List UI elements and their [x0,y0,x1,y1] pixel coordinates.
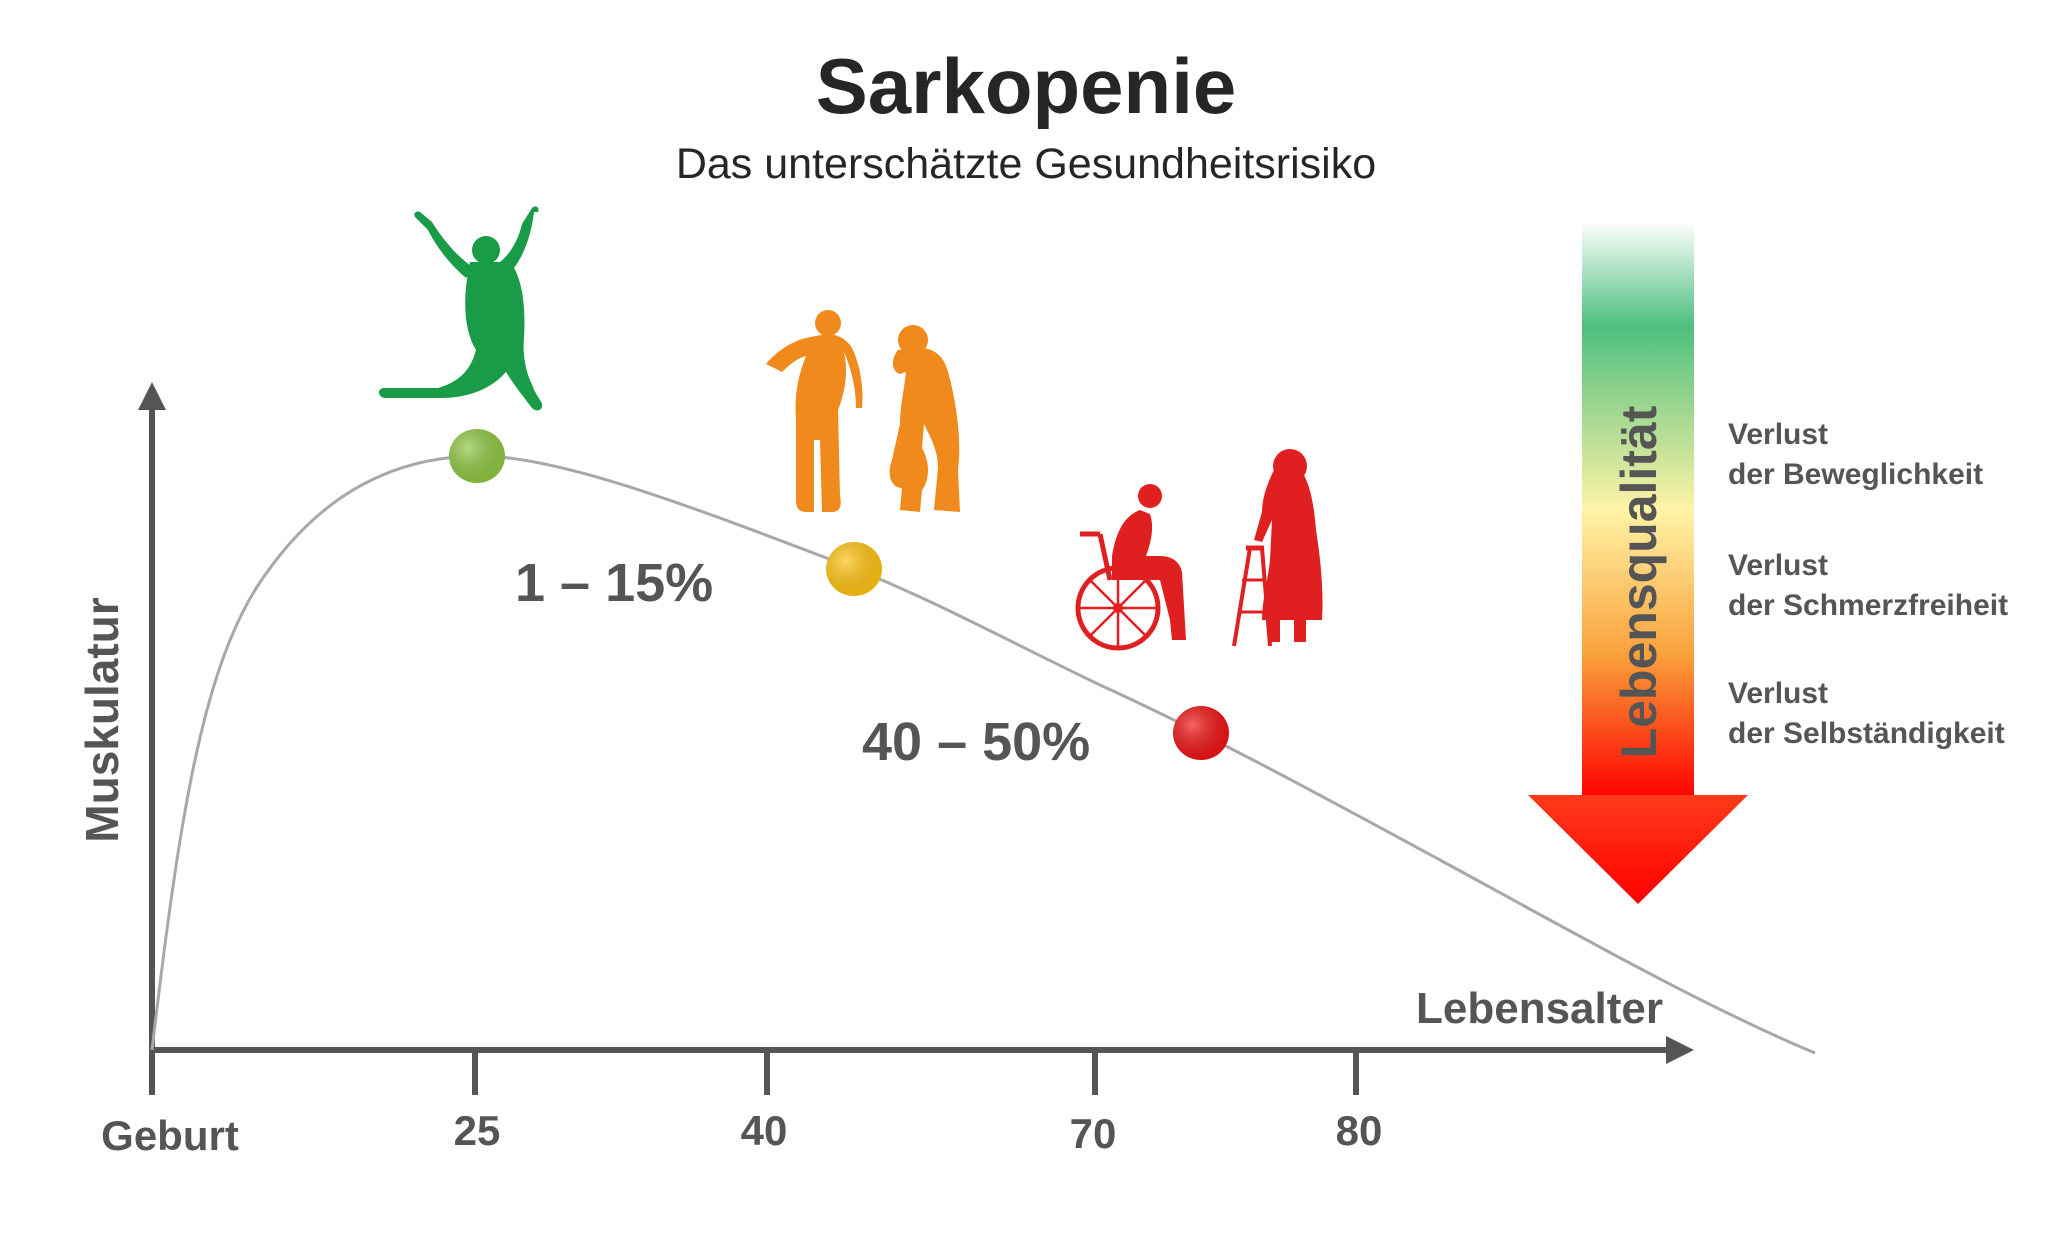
x-tick-label: 70 [1070,1110,1117,1157]
marker-peak [449,429,505,483]
loss-painfree-line2: der Schmerzfreiheit [1728,589,2008,622]
back-pain-person-icon [766,310,863,512]
x-tick-label: 25 [454,1107,501,1154]
x-tick-label: 80 [1336,1107,1383,1154]
marker-late [1173,706,1229,760]
quality-of-life-label: Lebensqualität [1611,405,1667,758]
chart-title: Sarkopenie [816,42,1237,130]
loss-independence-line1: Verlust [1728,677,1828,710]
chart-subtitle: Das unterschätzte Gesundheitsrisiko [676,140,1376,188]
annotation-loss-early: 1 – 15% [515,553,713,613]
loss-independence-line2: der Selbständigkeit [1728,717,2005,750]
x-tick-label: Geburt [101,1112,239,1159]
wheelchair-person-icon [1075,484,1186,651]
loss-list: Verlust der Beweglichkeit Verlust der Sc… [1728,418,2008,750]
annotation-loss-late: 40 – 50% [862,712,1090,772]
walker-person-icon [1232,449,1323,647]
x-axis-label: Lebensalter [1416,984,1663,1033]
y-axis-label: Muskulatur [76,597,128,842]
axes [138,382,1694,1095]
x-tick-label: 40 [741,1107,788,1154]
jumping-person-icon [378,206,543,411]
marker-middle [826,542,882,596]
knee-pain-person-icon [889,325,960,512]
loss-painfree-line1: Verlust [1728,549,1828,582]
quality-of-life-arrow: Lebensqualität [1528,222,1748,904]
loss-mobility-line2: der Beweglichkeit [1728,458,1983,491]
loss-mobility-line1: Verlust [1728,418,1828,451]
